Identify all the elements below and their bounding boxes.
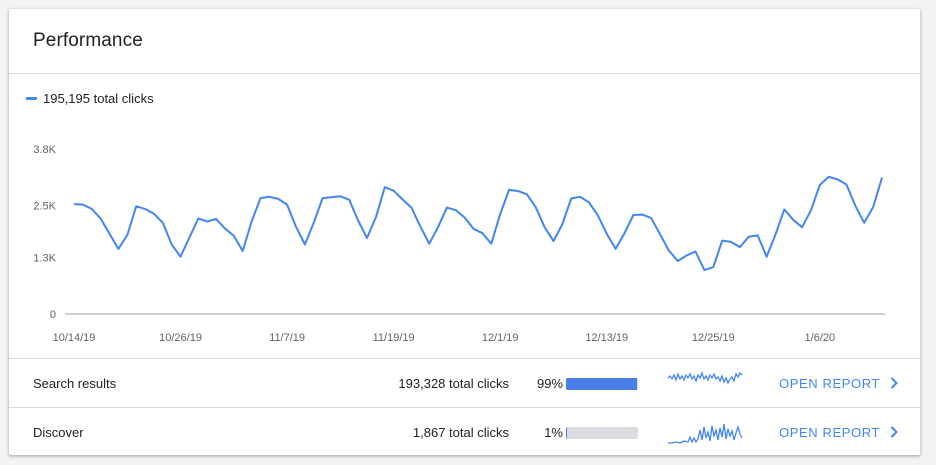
row-total-clicks: 1,867 total clicks (412, 425, 509, 440)
x-tick-label: 1/6/20 (805, 332, 836, 344)
x-tick-label: 10/26/19 (159, 332, 202, 344)
clicks-series-line[interactable] (73, 175, 883, 272)
table-row-discover: Discover 1,867 total clicks 1% OPEN REPO… (9, 407, 920, 455)
y-tick-label: 0 (50, 309, 56, 321)
y-tick-label: 1.3K (33, 253, 56, 265)
table-row-search-results: Search results 193,328 total clicks 99% … (9, 358, 920, 407)
row-percent: 1% (544, 425, 563, 440)
x-tick-label: 11/7/19 (269, 332, 305, 344)
clicks-line-chart: 3.8K 2.5K 1.3K 0 10/14/19 10/26/19 11/7/19 11/1… (33, 144, 885, 344)
share-bar (566, 378, 638, 390)
row-name: Search results (33, 376, 117, 391)
discover-sparkline (668, 423, 743, 444)
chevron-right-icon (890, 377, 898, 389)
share-bar-fill (566, 378, 638, 390)
legend-label: 195,195 total clicks (43, 91, 154, 106)
open-report-label: OPEN REPORT (779, 424, 880, 440)
search-results-sparkline (667, 371, 743, 385)
share-bar (566, 427, 638, 439)
x-tick-label: 12/25/19 (692, 332, 735, 344)
x-tick-label: 11/19/19 (373, 332, 415, 344)
y-tick-label: 2.5K (33, 200, 56, 212)
x-tick-label: 10/14/19 (53, 332, 96, 344)
card-title: Performance (33, 30, 143, 51)
chart-legend[interactable]: 195,195 total clicks (26, 91, 154, 106)
row-total-clicks: 193,328 total clicks (398, 376, 509, 391)
row-name: Discover (33, 425, 84, 440)
y-tick-label: 3.8K (33, 144, 56, 156)
x-tick-label: 12/13/19 (585, 332, 628, 344)
row-percent: 99% (536, 376, 563, 391)
open-report-button[interactable]: OPEN REPORT (779, 420, 898, 444)
chevron-right-icon (890, 426, 898, 438)
card-header: Performance (9, 9, 920, 74)
open-report-label: OPEN REPORT (779, 375, 880, 391)
legend-swatch (26, 97, 37, 100)
performance-card: Performance 195,195 total clicks 3.8K 2.5… (9, 9, 920, 455)
share-bar-fill (566, 427, 567, 439)
open-report-button[interactable]: OPEN REPORT (779, 371, 898, 395)
x-tick-label: 12/1/19 (482, 332, 519, 344)
